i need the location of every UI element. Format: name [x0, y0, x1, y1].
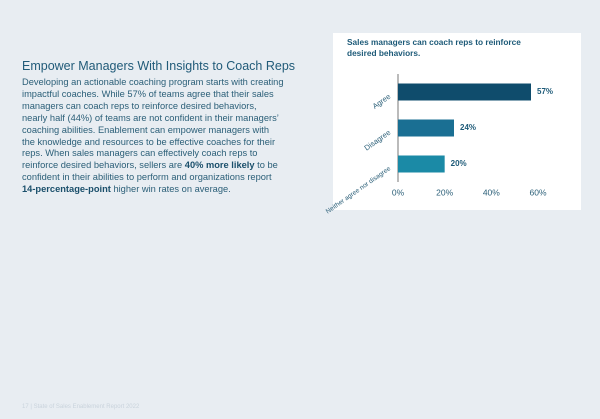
- bar: [398, 83, 531, 101]
- x-tick-label: 20%: [436, 187, 453, 197]
- y-tick-label: Agree: [371, 92, 393, 111]
- x-tick-label: 0%: [392, 187, 405, 197]
- bar: [398, 119, 454, 137]
- paragraph: Developing an actionable coaching progra…: [22, 77, 284, 196]
- value-label: 24%: [460, 123, 476, 132]
- y-tick-label: Disagree: [363, 128, 393, 153]
- text: to be confident in their abilities to pe…: [22, 160, 278, 183]
- text: higher win rates on average.: [110, 184, 231, 195]
- bar: [398, 155, 445, 173]
- text: Developing an actionable coaching progra…: [22, 77, 284, 171]
- y-tick-label: Neither agree nor disagree: [325, 165, 393, 215]
- chart-card: [333, 33, 581, 210]
- bold-text: 14-percentage-point: [22, 184, 111, 195]
- value-label: 20%: [451, 159, 467, 168]
- value-label: 57%: [537, 87, 553, 96]
- x-tick-label: 40%: [483, 187, 500, 197]
- heading: Empower Managers With Insights to Coach …: [22, 59, 296, 73]
- x-tick-label: 60%: [529, 187, 546, 197]
- bold-text: 40% more likely: [184, 160, 255, 171]
- chart-title: Sales managers can coach reps to reinfor…: [347, 37, 521, 58]
- chart-title-box: Sales managers can coach reps to reinfor…: [347, 37, 521, 58]
- footer: 17 | State of Sales Enablement Report 20…: [22, 404, 140, 410]
